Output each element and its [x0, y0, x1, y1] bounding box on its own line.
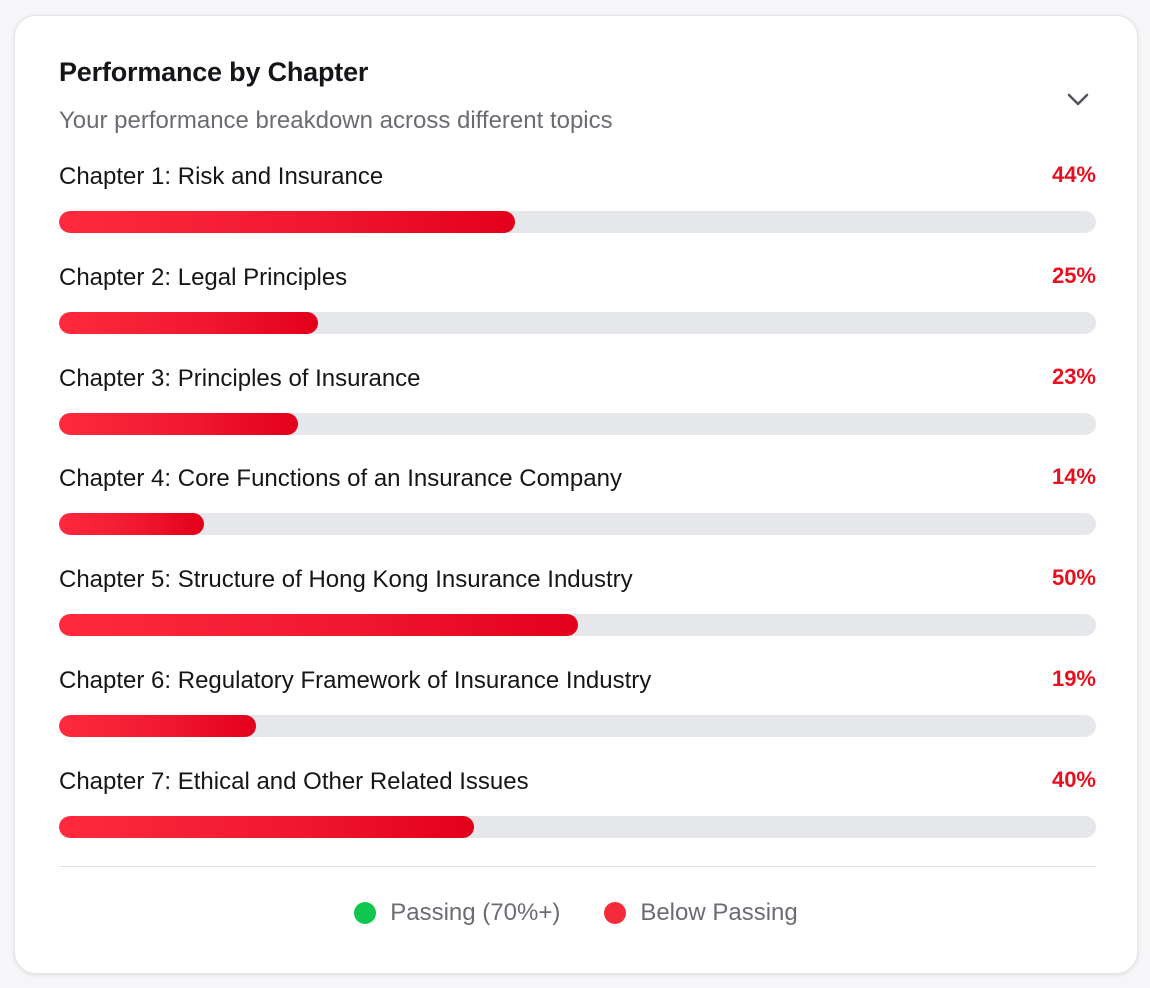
- chapter-row: Chapter 6: Regulatory Framework of Insur…: [59, 666, 1096, 767]
- chapter-name: Chapter 2: Legal Principles: [59, 263, 348, 291]
- chapter-name: Chapter 6: Regulatory Framework of Insur…: [59, 666, 652, 694]
- chapter-name: Chapter 3: Principles of Insurance: [59, 364, 421, 392]
- progress-track: [59, 815, 1096, 838]
- chapter-row: Chapter 2: Legal Principles 25%: [59, 263, 1096, 364]
- chapter-score: 23%: [1051, 363, 1096, 389]
- progress-track: [59, 714, 1096, 737]
- legend-label-passing: Passing (70%+): [390, 899, 561, 926]
- passing-dot-icon: [354, 902, 377, 924]
- card-title: Performance by Chapter: [59, 57, 369, 87]
- collapse-toggle-button[interactable]: [1061, 85, 1095, 115]
- legend: Passing (70%+) Below Passing: [15, 899, 1137, 927]
- legend-item-passing: Passing (70%+): [354, 899, 560, 927]
- performance-card: Performance by Chapter Your performance …: [14, 15, 1138, 974]
- below-passing-dot-icon: [604, 902, 627, 924]
- chapter-name: Chapter 7: Ethical and Other Related Iss…: [59, 767, 529, 795]
- progress-fill: [59, 815, 474, 838]
- chapter-name: Chapter 4: Core Functions of an Insuranc…: [59, 465, 622, 493]
- progress-fill: [59, 311, 319, 334]
- progress-fill: [59, 211, 516, 233]
- chapter-score: 25%: [1051, 262, 1096, 288]
- chapter-row: Chapter 5: Structure of Hong Kong Insura…: [59, 565, 1096, 666]
- chapter-score: 19%: [1051, 665, 1096, 691]
- chapter-row: Chapter 1: Risk and Insurance 44%: [59, 162, 1096, 263]
- progress-track: [59, 311, 1096, 334]
- progress-track: [59, 614, 1096, 637]
- divider: [59, 866, 1096, 867]
- chapter-row: Chapter 7: Ethical and Other Related Iss…: [59, 767, 1096, 868]
- chapter-score: 50%: [1051, 565, 1096, 591]
- chapter-score: 14%: [1051, 464, 1096, 490]
- legend-item-below: Below Passing: [604, 899, 798, 927]
- progress-track: [59, 513, 1096, 536]
- chapter-row: Chapter 3: Principles of Insurance 23%: [59, 364, 1096, 465]
- progress-fill: [59, 412, 298, 435]
- progress-fill: [59, 714, 257, 737]
- chevron-down-icon: [1067, 93, 1089, 106]
- chapter-list: Chapter 1: Risk and Insurance 44% Chapte…: [59, 162, 1096, 868]
- chapter-row: Chapter 4: Core Functions of an Insuranc…: [59, 464, 1096, 565]
- progress-track: [59, 211, 1096, 233]
- chapter-name: Chapter 1: Risk and Insurance: [59, 163, 384, 190]
- legend-label-below: Below Passing: [640, 899, 798, 926]
- progress-fill: [59, 513, 205, 536]
- chapter-name: Chapter 5: Structure of Hong Kong Insura…: [59, 566, 633, 594]
- progress-fill: [59, 614, 578, 637]
- chapter-score: 40%: [1051, 766, 1096, 792]
- chapter-score: 44%: [1051, 162, 1096, 187]
- progress-track: [59, 412, 1096, 435]
- card-subtitle: Your performance breakdown across differ…: [59, 107, 613, 134]
